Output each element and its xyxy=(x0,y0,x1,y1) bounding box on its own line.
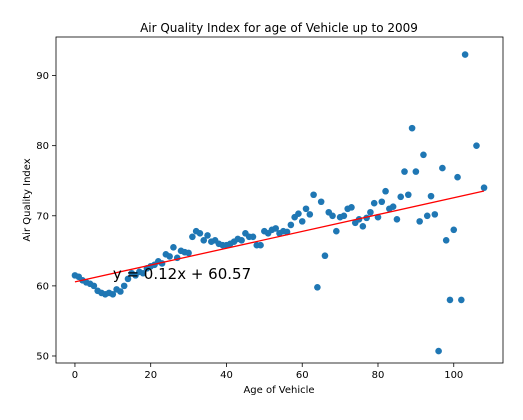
scatter-point xyxy=(401,168,408,175)
scatter-point xyxy=(170,244,177,251)
y-tick-label: 70 xyxy=(36,211,49,222)
scatter-point xyxy=(427,192,435,200)
x-tick-label: 20 xyxy=(144,370,157,381)
scatter-point xyxy=(416,218,423,225)
scatter-point xyxy=(382,187,389,195)
scatter-point xyxy=(306,211,314,218)
scatter-point xyxy=(431,211,439,218)
x-tick-label: 80 xyxy=(372,370,385,381)
scatter-point xyxy=(117,288,124,295)
scatter-point xyxy=(120,282,128,290)
scatter-point xyxy=(461,51,469,58)
scatter-point xyxy=(454,173,461,181)
y-tick-label: 90 xyxy=(36,71,49,82)
y-tick-label: 80 xyxy=(36,141,49,152)
regression-equation: y = 0.12x + 60.57 xyxy=(113,265,251,283)
scatter-point xyxy=(446,296,454,304)
y-axis-ticks: 50 60 70 80 90 xyxy=(36,71,56,362)
x-axis-ticks: 0 20 40 60 80 100 xyxy=(72,363,463,381)
scatter-point xyxy=(287,221,295,229)
scatter-point xyxy=(480,184,488,192)
scatter-point xyxy=(370,199,378,207)
scatter-point xyxy=(442,237,450,244)
scatter-point xyxy=(283,228,291,236)
scatter-point xyxy=(90,282,98,290)
scatter-point xyxy=(404,191,412,199)
scatter-point xyxy=(109,290,117,298)
x-tick-label: 0 xyxy=(72,370,78,381)
scatter-point xyxy=(359,222,367,230)
chart-title: Air Quality Index for age of Vehicle up … xyxy=(140,21,418,35)
scatter-point xyxy=(298,218,306,225)
scatter-point xyxy=(450,226,458,234)
scatter-point xyxy=(166,253,173,260)
scatter-point xyxy=(333,227,340,235)
scatter-point xyxy=(348,204,355,211)
scatter-point xyxy=(329,212,336,220)
scatter-point xyxy=(435,347,442,355)
scatter-point xyxy=(238,237,245,244)
y-tick-label: 60 xyxy=(36,281,49,292)
y-tick-label: 50 xyxy=(36,351,49,362)
scatter-point xyxy=(420,151,427,159)
scatter-point xyxy=(257,241,264,249)
scatter-point xyxy=(393,215,401,223)
scatter-point xyxy=(302,205,310,213)
scatter-point xyxy=(272,225,280,232)
x-axis-label: Age of Vehicle xyxy=(243,385,314,396)
scatter-point xyxy=(389,203,397,210)
scatter-point xyxy=(124,275,132,283)
regression-line xyxy=(74,190,485,283)
x-tick-label: 40 xyxy=(220,370,233,381)
points-layer xyxy=(71,51,488,355)
scatter-point xyxy=(249,233,257,241)
scatter-point xyxy=(310,191,317,199)
scatter-point xyxy=(423,212,431,220)
x-tick-label: 60 xyxy=(296,370,309,381)
scatter-point xyxy=(408,124,416,132)
scatter-point xyxy=(196,230,204,237)
scatter-point xyxy=(314,283,321,291)
scatter-point xyxy=(295,210,302,217)
scatter-point xyxy=(340,212,348,220)
scatter-point xyxy=(139,269,147,277)
scatter-point xyxy=(473,142,480,149)
scatter-point xyxy=(185,249,192,257)
plot-background xyxy=(56,37,503,363)
scatter-point xyxy=(367,208,374,216)
scatter-point xyxy=(378,198,386,206)
scatter-point xyxy=(458,296,465,304)
scatter-point xyxy=(204,232,211,239)
scatter-point xyxy=(412,168,420,175)
plot-frame xyxy=(55,36,504,364)
scatter-point xyxy=(189,233,196,241)
scatter-point xyxy=(439,164,446,172)
scatter-point xyxy=(321,252,329,260)
scatter-point xyxy=(200,237,208,244)
x-tick-label: 100 xyxy=(444,370,463,381)
y-axis-label: Air Quality Index xyxy=(22,158,33,241)
scatter-point xyxy=(317,198,325,206)
scatter-point xyxy=(397,193,405,201)
